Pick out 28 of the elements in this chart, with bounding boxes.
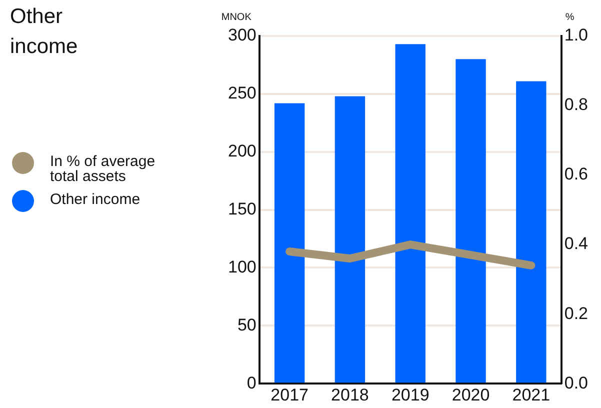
y2-tick-label: 0.4 (564, 234, 588, 254)
y2-axis-title: % (565, 12, 574, 23)
y-tick-label: 50 (237, 315, 256, 334)
bar (456, 59, 486, 383)
bar (274, 103, 305, 383)
y-axis-title: MNOK (221, 12, 252, 23)
y2-tick-label: 0.2 (564, 304, 588, 323)
y-tick-label: 0 (246, 373, 256, 392)
y-tick-label: 300 (228, 26, 256, 45)
y2-tick-label: 1.0 (564, 26, 588, 45)
x-tick-label: 2018 (331, 385, 369, 404)
x-tick-label: 2021 (512, 385, 550, 404)
y2-tick-label: 0.8 (564, 95, 588, 114)
y2-tick-label: 0.0 (564, 373, 588, 392)
legend-label: Other income (50, 190, 142, 208)
bar (516, 81, 546, 383)
y-tick-label: 250 (228, 84, 256, 103)
y-tick-label: 100 (228, 257, 256, 276)
y2-tick-label: 0.6 (564, 164, 588, 184)
bar (395, 44, 426, 383)
x-tick-label: 2019 (391, 385, 430, 404)
bar (334, 96, 366, 383)
y-tick-label: 200 (228, 142, 256, 161)
x-tick-label: 2017 (270, 385, 308, 404)
y-tick-label: 150 (228, 199, 256, 218)
legend-label: In % of average total assets (50, 152, 156, 185)
x-tick-label: 2020 (452, 385, 490, 404)
text: Other income (10, 4, 79, 60)
